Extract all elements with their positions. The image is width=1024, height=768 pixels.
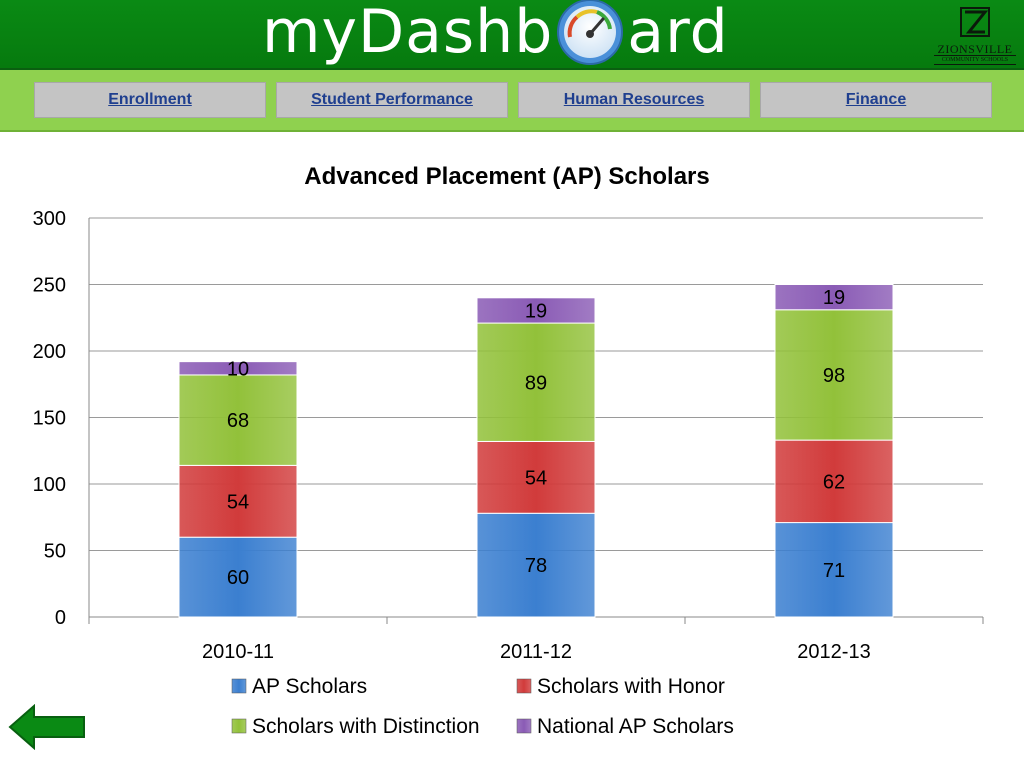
- legend-swatch: [516, 718, 532, 734]
- y-axis-ticks: 0 50 100 150 200 250 300: [33, 208, 66, 629]
- nav-enrollment[interactable]: Enrollment: [34, 82, 266, 118]
- data-label: 68: [227, 410, 249, 432]
- nav-finance[interactable]: Finance: [760, 82, 992, 118]
- data-label: 19: [525, 300, 547, 322]
- legend-label: Scholars with Honor: [537, 675, 725, 698]
- chart-bars: [178, 284, 894, 618]
- gauge-icon: [557, 0, 624, 65]
- logo-text-left: myDashb: [262, 0, 554, 67]
- bar-segment: [476, 297, 596, 324]
- y-tick-label: 250: [33, 275, 66, 297]
- bar-segment: [178, 464, 298, 538]
- data-label: 89: [525, 372, 547, 394]
- bar-segment: [774, 522, 894, 618]
- y-tick-label: 300: [33, 208, 66, 230]
- bar-segment: [774, 284, 894, 311]
- stacked-bar-chart: Advanced Placement (AP) Scholars 0 50 100 1…: [33, 163, 984, 738]
- y-tick-label: 50: [44, 541, 66, 563]
- legend-swatch: [516, 678, 532, 694]
- logo-text-right: ard: [627, 0, 729, 67]
- data-label: 19: [823, 287, 845, 309]
- chart-legend: AP Scholars Scholars with Honor Scholars w…: [231, 675, 734, 738]
- bar-segment: [178, 361, 298, 376]
- x-category-label: 2010-11: [202, 641, 274, 663]
- bar-segment: [178, 374, 298, 466]
- legend-label: National AP Scholars: [537, 715, 734, 738]
- y-tick-label: 150: [33, 408, 66, 430]
- legend-label: Scholars with Distinction: [252, 715, 480, 738]
- data-label: 62: [823, 471, 845, 493]
- data-label: 98: [823, 365, 845, 387]
- y-tick-label: 100: [33, 474, 66, 496]
- bar-segment: [476, 512, 596, 618]
- legend-swatch: [231, 718, 247, 734]
- y-tick-label: 0: [55, 607, 66, 629]
- data-labels: 60 54 68 10 78 54 89 19 71 62 98 19: [227, 287, 845, 589]
- y-tick-label: 200: [33, 341, 66, 363]
- school-logo: ZIONSVILLE COMMUNITY SCHOOLS: [934, 6, 1016, 65]
- bar-segment: [476, 440, 596, 514]
- x-axis-categories: 2010-11 2011-12 2012-13: [202, 641, 871, 663]
- x-category-label: 2012-13: [797, 641, 870, 663]
- school-emblem-icon: [960, 7, 990, 37]
- nav-human-resources[interactable]: Human Resources: [518, 82, 750, 118]
- bar-segment: [178, 536, 298, 618]
- bar-segment: [476, 322, 596, 442]
- nav-student-performance[interactable]: Student Performance: [276, 82, 508, 118]
- app-logo: myDashb ard: [262, 0, 729, 72]
- chart-title: Advanced Placement (AP) Scholars: [304, 163, 709, 190]
- header-bar: myDashb ard ZIONSVILLE COMMUNITY SCHOOLS: [0, 0, 1024, 70]
- data-label: 78: [525, 555, 547, 577]
- nav-bar: Enrollment Student Performance Human Res…: [0, 70, 1024, 132]
- x-category-label: 2011-12: [500, 641, 572, 663]
- data-label: 60: [227, 567, 249, 589]
- bar-segment: [774, 309, 894, 441]
- data-label: 10: [227, 358, 249, 380]
- back-arrow-icon[interactable]: [8, 704, 86, 750]
- data-label: 71: [823, 560, 845, 582]
- data-label: 54: [525, 467, 547, 489]
- data-label: 54: [227, 491, 249, 513]
- legend-label: AP Scholars: [252, 675, 367, 698]
- school-subtitle: COMMUNITY SCHOOLS: [934, 55, 1016, 65]
- legend-swatch: [231, 678, 247, 694]
- school-name: ZIONSVILLE: [937, 42, 1013, 56]
